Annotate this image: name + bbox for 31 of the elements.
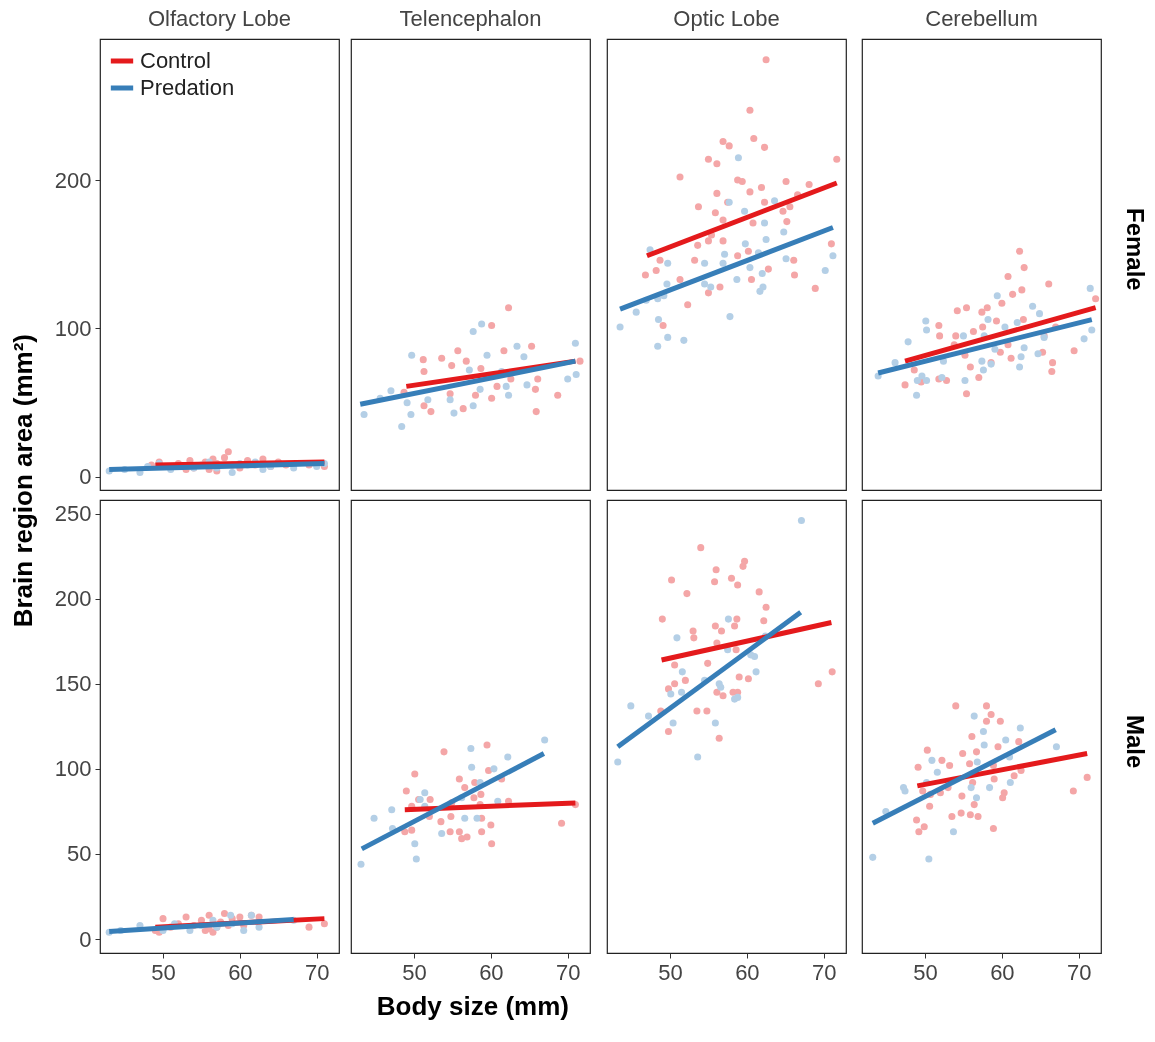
x-tick-label: 50 [402, 959, 428, 985]
x-tick-label: 60 [479, 959, 504, 985]
y-tick-label: 200 [55, 167, 92, 193]
chart-title: Optic Lobe [672, 6, 780, 31]
x-tick-label: 70 [556, 959, 581, 985]
x-tick-label: 50 [657, 959, 683, 985]
text: Male [1121, 714, 1149, 769]
chart-title: Telencephalon [399, 6, 542, 31]
y-tick-label: 200 [55, 586, 92, 612]
chart-title: Olfactory Lobe [148, 6, 292, 31]
y-tick-label: 0 [79, 464, 92, 490]
y-tick-label: 100 [55, 315, 92, 341]
x-tick-label: 50 [151, 959, 177, 985]
legend-label: Control [140, 48, 212, 73]
x-axis-title: Body size (mm) [375, 991, 570, 1022]
y-tick-label: 150 [55, 671, 92, 697]
y-tick-label: 0 [79, 926, 92, 952]
x-tick-label: 70 [1066, 959, 1092, 985]
x-tick-label: 70 [305, 959, 330, 985]
x-tick-label: 50 [913, 959, 938, 985]
y-tick-label: 50 [67, 841, 92, 867]
x-tick-label: 60 [228, 959, 253, 985]
text: Female [1121, 207, 1149, 291]
x-tick-label: 60 [734, 959, 760, 985]
legend-label: Predation [140, 75, 235, 100]
y-tick-label: 100 [55, 756, 92, 782]
x-tick-label: 60 [989, 959, 1015, 985]
y-tick-label: 250 [55, 501, 92, 527]
x-tick-label: 70 [811, 959, 836, 985]
chart-title: Cerebellum [925, 6, 1038, 31]
y-axis-title: Brain region area (mm²) [7, 333, 39, 630]
